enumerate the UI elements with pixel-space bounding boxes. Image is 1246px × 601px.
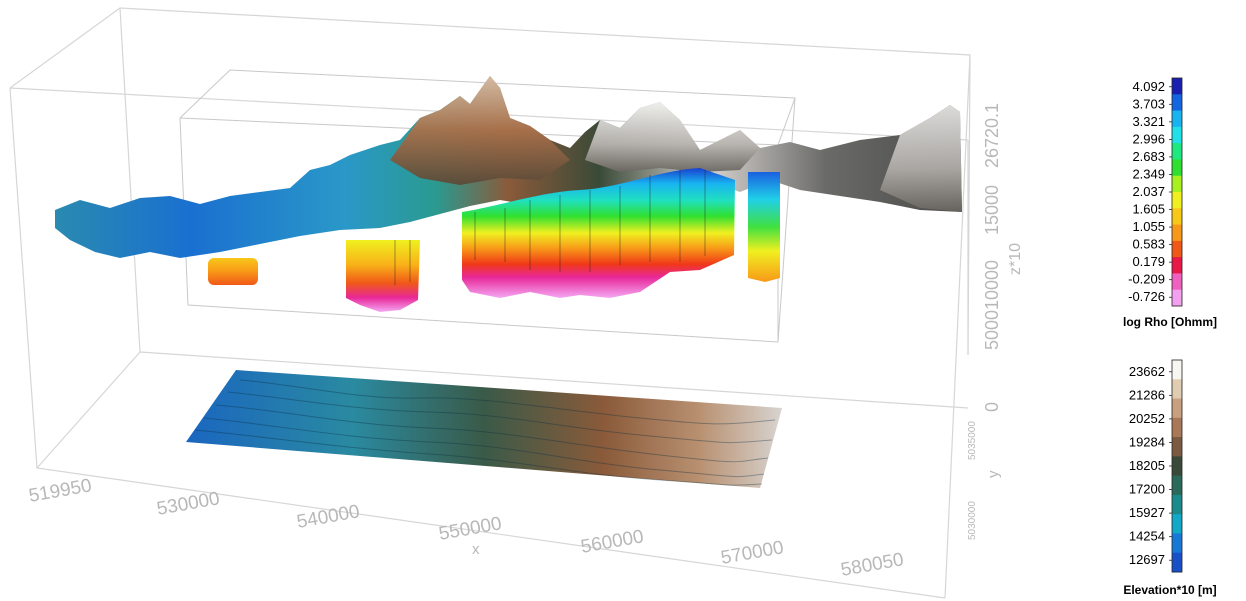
colorbar-tick-label: 20252: [1129, 411, 1165, 426]
colorbar-swatch: [1172, 126, 1182, 144]
x-tick-label: 580050: [839, 549, 905, 581]
resistivity-sections: [208, 168, 780, 312]
y-tick-label: 5035000: [967, 421, 978, 460]
colorbar-swatch: [1172, 475, 1182, 496]
colorbar-swatch: [1172, 456, 1182, 477]
colorbar-swatch: [1172, 175, 1182, 193]
colorbar-tick-label: 14254: [1129, 529, 1165, 544]
colorbar-swatch: [1172, 494, 1182, 515]
resistivity-column-small: [208, 258, 258, 285]
colorbar-tick-label: 0.179: [1132, 254, 1165, 269]
y-axis-label: y: [985, 470, 1002, 478]
colorbar-swatch: [1172, 240, 1182, 258]
colorbar-tick-label: 3.703: [1132, 96, 1165, 111]
colorbar-tick-label: 21286: [1129, 387, 1165, 402]
colorbar-tick-label: 12697: [1129, 552, 1165, 567]
colorbar-swatch: [1172, 273, 1182, 291]
z-tick-label: 0: [982, 402, 1002, 412]
colorbar-swatch: [1172, 379, 1182, 400]
colorbar-title: Elevation*10 [m]: [1123, 583, 1216, 597]
colorbar-tick-label: -0.726: [1128, 289, 1165, 304]
colorbar-tick-label: 17200: [1129, 482, 1165, 497]
colorbar-swatch: [1172, 257, 1182, 274]
colorbar-tick-label: 23662: [1129, 364, 1165, 379]
colorbar-swatch: [1172, 398, 1182, 419]
colorbar-tick-label: 2.683: [1132, 149, 1165, 164]
colorbar-swatch: [1172, 143, 1182, 160]
x-tick-label: 530000: [155, 488, 221, 520]
colorbar-swatch: [1172, 208, 1182, 226]
colorbar-swatch: [1172, 224, 1182, 242]
colorbar-tick-label: 0.583: [1132, 237, 1165, 252]
colorbar-swatch: [1172, 533, 1182, 554]
elevation-map-floor: [186, 370, 782, 488]
x-tick-label: 519950: [27, 475, 93, 507]
colorbar-swatch: [1172, 289, 1182, 307]
colorbar-tick-label: 2.996: [1132, 131, 1165, 146]
resistivity-column-left: [346, 240, 420, 312]
colorbar-tick-label: 4.092: [1132, 79, 1165, 94]
colorbar-swatch: [1172, 78, 1182, 95]
colorbar-tick-label: 15927: [1129, 505, 1165, 520]
z-axis-label: z*10: [1007, 243, 1024, 275]
colorbar-swatch: [1172, 94, 1182, 112]
z-tick-label: 15000: [982, 185, 1002, 235]
z-tick-label: 10000: [982, 260, 1002, 310]
colorbar-swatch: [1172, 360, 1182, 380]
colorbar-tick-label: 19284: [1129, 434, 1165, 449]
y-axis: 5030000 5035000 y: [967, 421, 1002, 540]
colorbar-tick-label: 1.605: [1132, 202, 1165, 217]
colorbar-swatch: [1172, 417, 1182, 438]
terrain-surface: [55, 76, 962, 258]
colorbar-title: log Rho [Ohmm]: [1123, 315, 1217, 329]
colorbar-swatch: [1172, 437, 1182, 457]
resistivity-column-right: [748, 172, 780, 282]
x-tick-label: 550000: [437, 513, 503, 545]
colorbar-tick-label: 2.037: [1132, 184, 1165, 199]
colorbar-tick-label: 2.349: [1132, 166, 1165, 181]
x-axis: 519950 530000 540000 550000 560000 570000 5800…: [27, 475, 905, 581]
colorbar-tick-label: 3.321: [1132, 114, 1165, 129]
colorbar-tick-label: 18205: [1129, 458, 1165, 473]
z-tick-label: 5000: [982, 310, 1002, 350]
y-tick-label: 5030000: [967, 501, 978, 540]
colorbar-swatch: [1172, 110, 1182, 128]
colorbar-swatch: [1172, 514, 1182, 534]
colorbar-swatch: [1172, 159, 1182, 177]
x-tick-label: 570000: [719, 537, 785, 569]
colorbar-swatch: [1172, 192, 1182, 209]
elevation-colorbar: 23662 21286 20252 19284 18205 17200 15927 14254…: [1123, 359, 1217, 597]
colorbar-tick-label: -0.209: [1128, 272, 1165, 287]
z-tick-label: 26720.1: [982, 103, 1002, 168]
colorbar-tick-label: 1.055: [1132, 219, 1165, 234]
colorbar-swatch: [1172, 552, 1182, 573]
x-axis-label: x: [472, 541, 480, 558]
resistivity-colorbar: 4.092 3.703 3.321 2.996 2.683 2.349 2.037 1.605…: [1123, 77, 1217, 329]
